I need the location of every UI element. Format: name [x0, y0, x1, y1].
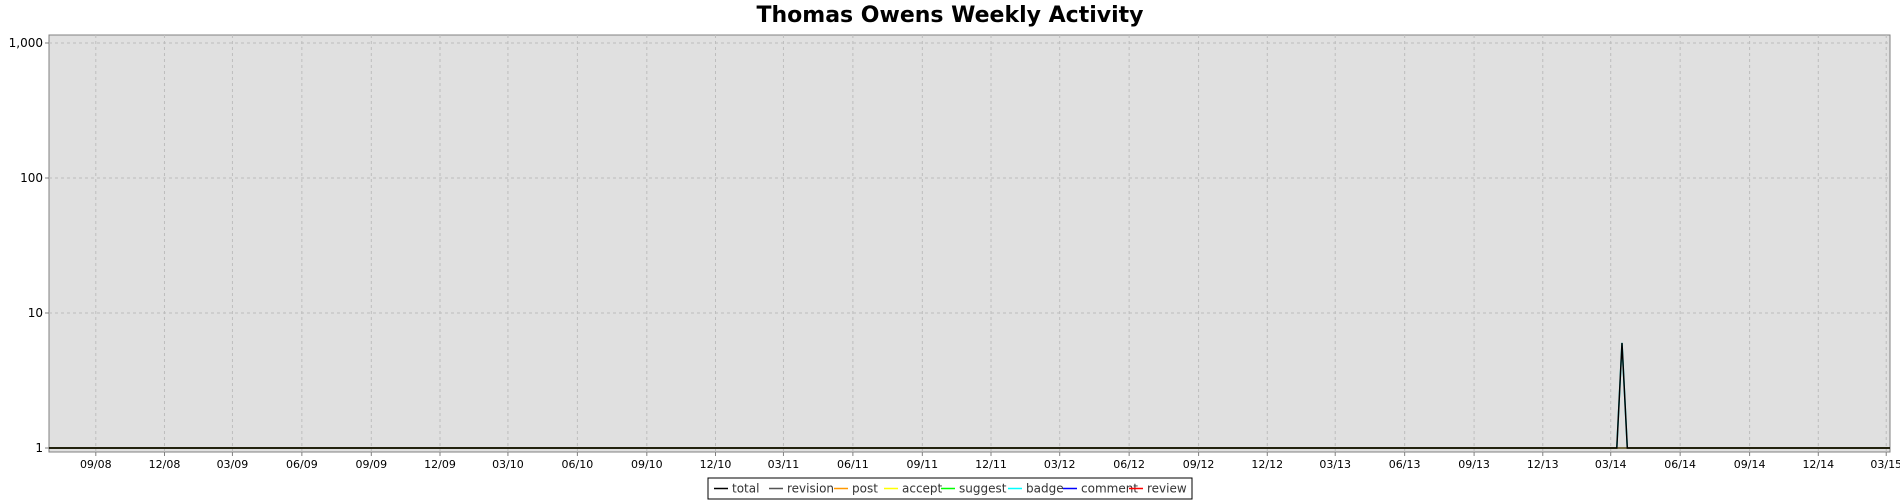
x-tick-label: 12/14 [1802, 458, 1834, 471]
legend-label-suggest: suggest [959, 482, 1007, 496]
series-line-total [49, 342, 1890, 449]
x-tick-label: 12/10 [700, 458, 732, 471]
legend-label-review: review [1147, 482, 1187, 496]
plot-area [48, 34, 1891, 453]
legend-label-revision: revision [787, 482, 834, 496]
x-tick-label: 03/12 [1044, 458, 1076, 471]
x-tick-label: 09/12 [1183, 458, 1215, 471]
legend-label-accept: accept [902, 482, 943, 496]
chart-title: Thomas Owens Weekly Activity [756, 3, 1143, 28]
y-tick-label: 10 [28, 306, 43, 320]
legend-label-comment: comment [1081, 482, 1138, 496]
x-tick-label: 03/14 [1595, 458, 1627, 471]
x-tick-label: 09/13 [1458, 458, 1490, 471]
y-tick-label: 1,000 [9, 36, 43, 50]
x-tick-label: 06/11 [837, 458, 869, 471]
x-tick-label: 06/12 [1113, 458, 1145, 471]
x-tick-label: 09/09 [355, 458, 387, 471]
x-tick-label: 12/13 [1527, 458, 1559, 471]
x-tick-label: 12/11 [975, 458, 1007, 471]
x-tick-label: 06/10 [562, 458, 594, 471]
x-tick-label: 09/14 [1734, 458, 1766, 471]
x-tick-label: 12/12 [1251, 458, 1283, 471]
x-tick-label: 09/11 [906, 458, 938, 471]
x-tick-label: 03/11 [768, 458, 800, 471]
x-tick-label: 09/08 [80, 458, 112, 471]
x-tick-label: 03/13 [1319, 458, 1351, 471]
x-tick-label: 06/13 [1389, 458, 1421, 471]
x-tick-label: 06/09 [286, 458, 318, 471]
x-tick-label: 03/10 [492, 458, 524, 471]
legend-label-total: total [732, 482, 759, 496]
x-tick-label: 12/08 [149, 458, 181, 471]
legend-label-badge: badge [1026, 482, 1064, 496]
x-tick-label: 12/09 [424, 458, 456, 471]
y-tick-label: 100 [20, 171, 43, 185]
legend-label-post: post [852, 482, 878, 496]
x-tick-label: 09/10 [631, 458, 663, 471]
x-tick-label: 06/14 [1664, 458, 1696, 471]
x-tick-label: 03/09 [217, 458, 249, 471]
y-tick-label: 1 [35, 441, 43, 455]
x-tick-label: 03/15 [1870, 458, 1900, 471]
